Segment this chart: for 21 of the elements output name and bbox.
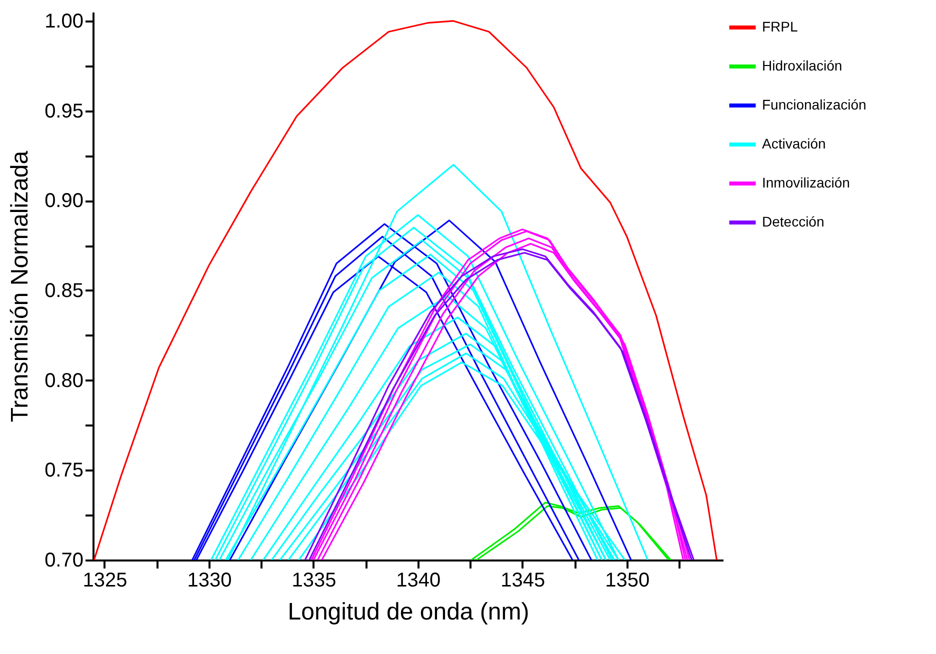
x-tick-label: 1335 (292, 570, 336, 592)
x-tick-label: 1350 (605, 570, 650, 592)
legend-label: Inmovilización (762, 174, 850, 190)
y-axis-title: Transmisión Normalizada (6, 150, 34, 422)
legend-label: FRPL (762, 18, 798, 34)
x-tick-label: 1330 (187, 570, 232, 592)
y-tick-label: 0.75 (44, 460, 84, 482)
legend-label: Activación (762, 136, 826, 152)
y-tick-label: 0.70 (44, 550, 84, 572)
y-tick-label: 0.85 (44, 280, 84, 302)
legend-label: Detección (762, 214, 824, 230)
x-tick-label: 1345 (500, 570, 546, 592)
y-tick-label: 0.95 (44, 100, 84, 122)
x-tick-label: 1325 (82, 570, 128, 592)
x-tick-label: 1340 (396, 570, 441, 592)
y-tick-label: 0.90 (44, 190, 84, 212)
legend-label: Funcionalización (762, 96, 866, 112)
x-axis-title: Longitud de onda (nm) (288, 598, 530, 626)
y-tick-label: 0.80 (44, 370, 84, 392)
y-tick-label: 1.00 (44, 10, 84, 32)
legend-label: Hidroxilación (762, 58, 842, 74)
